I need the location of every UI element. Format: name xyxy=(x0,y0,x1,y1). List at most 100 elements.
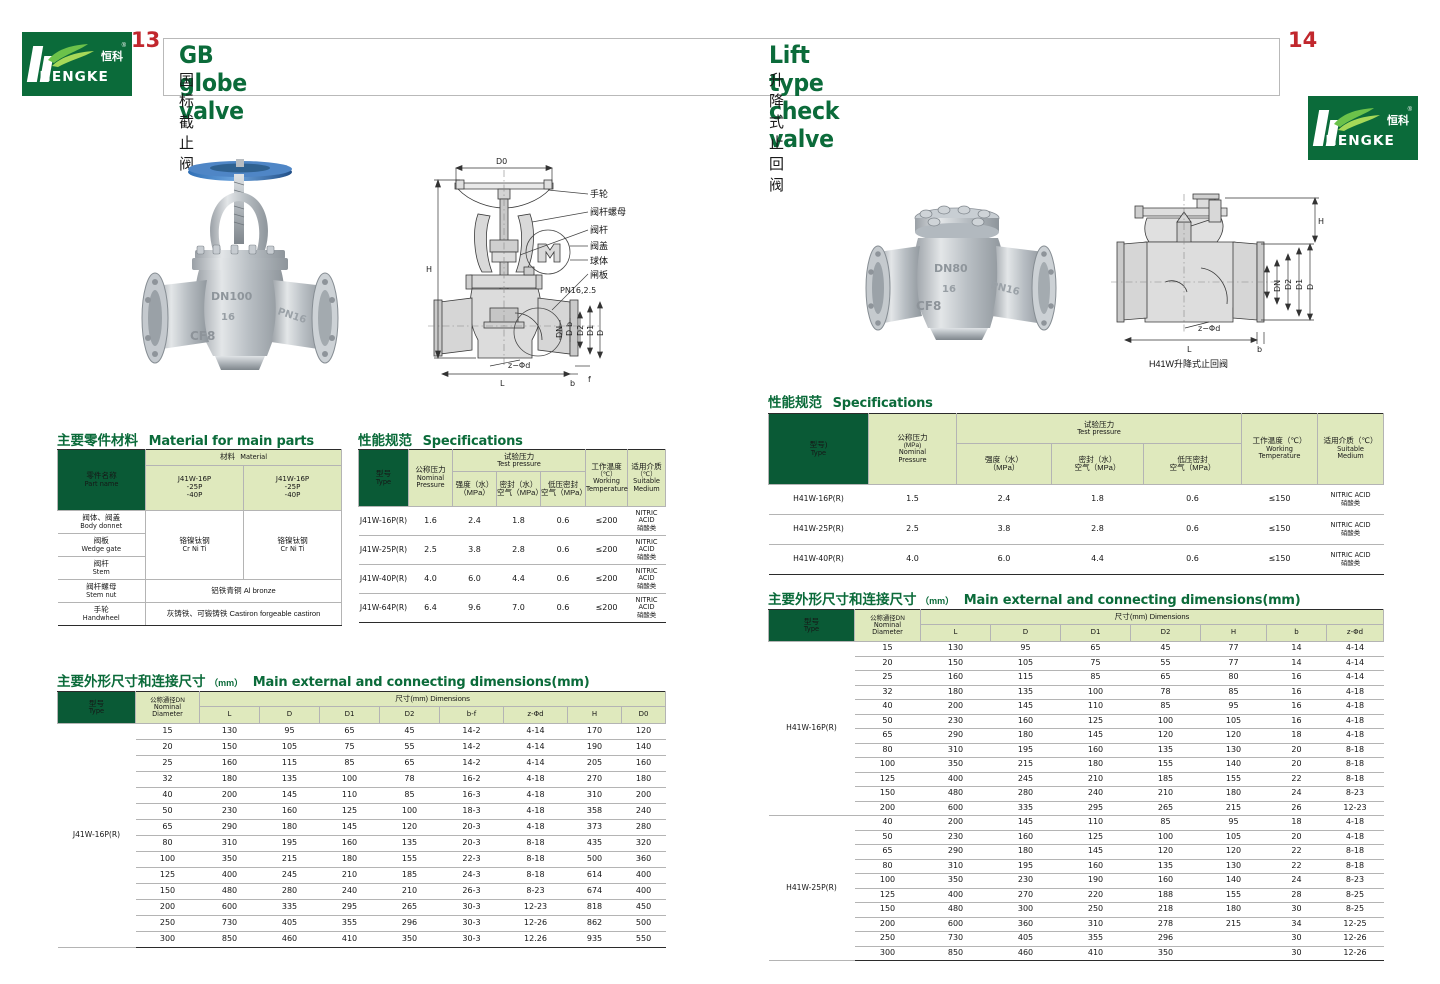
dim-value-D: 215 xyxy=(259,851,320,868)
dim-value-L: 600 xyxy=(920,800,991,816)
dim-value-D1: 355 xyxy=(1060,931,1131,947)
dim-value-D2: 45 xyxy=(1130,641,1201,657)
dim-col-header-D2: D2 xyxy=(379,706,440,724)
dim-value-z-Φd: 4-18 xyxy=(1326,713,1384,729)
dim-dn-value: 125 xyxy=(854,771,921,787)
dim-value-D0: 180 xyxy=(621,771,666,788)
dim-value-D: 360 xyxy=(990,916,1061,932)
table-row: 200 600 335 295 265 215 26 12-23 xyxy=(769,800,1384,816)
right-spec-row2-seal: 4.4 xyxy=(1051,544,1144,575)
dim-value-D1: 160 xyxy=(1060,742,1131,758)
table-row: J41W-64P(R) 6.4 9.6 7.0 0.6 ≤200 NITRIC … xyxy=(358,593,666,623)
svg-text:CF8: CF8 xyxy=(916,299,941,313)
dim-value-D1: 110 xyxy=(319,787,380,804)
dim-value-D0: 450 xyxy=(621,899,666,916)
right-spec-lowseal-cn1: 低压密封 xyxy=(1177,454,1208,464)
dim-dn-value: 20 xyxy=(854,655,921,671)
right-spec-nominal-en2: Pressure xyxy=(898,455,927,464)
right-spec-row1-type: H41W-25P(R) xyxy=(768,514,869,545)
left-spec-row0-nominal: 1.6 xyxy=(408,506,453,536)
svg-text:16: 16 xyxy=(942,284,956,295)
dim-value-b-f: 16-3 xyxy=(439,787,504,804)
dim-value-D: 180 xyxy=(990,728,1061,744)
dim-value-L: 150 xyxy=(199,739,260,756)
dim-value-H: 500 xyxy=(567,851,622,868)
dim-dn-value: 40 xyxy=(854,699,921,715)
left-spec-row2-medium-cn: 硝酸类 xyxy=(636,582,657,590)
dim-value-D0: 500 xyxy=(621,915,666,932)
left-spec-nominal-cn: 公称压力 xyxy=(415,465,446,475)
right-dim-group: 尺寸(mm) Dimensions xyxy=(920,608,1384,626)
left-spec-seal-cn1: 密封（水） xyxy=(499,479,538,489)
dim-value-L: 310 xyxy=(199,835,260,852)
left-dims-heading: 主要外形尺寸和连接尺寸 （mm） Main external and conne… xyxy=(57,670,590,690)
dim-value-D2: 55 xyxy=(379,739,440,756)
table-row: 100 350 230 190 160 140 24 8-23 xyxy=(769,873,1384,889)
dim-value-D2: 350 xyxy=(1130,945,1201,961)
right-dim-dn-en2: Diameter xyxy=(872,628,903,637)
dim-value-H: 155 xyxy=(1200,887,1267,903)
dim-H: H xyxy=(426,265,432,274)
right-spec-temp-en1: Working xyxy=(1266,444,1293,453)
dim-value-z-Φd: 8-25 xyxy=(1326,902,1384,918)
page-title-left-en: GB globe valve xyxy=(179,41,247,125)
left-spec-temp-unit: （℃） xyxy=(596,471,617,479)
right-spec-test-en: Test pressure xyxy=(1077,428,1121,437)
dim-value-D1: 160 xyxy=(319,835,380,852)
right-spec-row1-nominal: 2.5 xyxy=(868,514,957,545)
dim-value-L: 310 xyxy=(920,858,991,874)
table-row: H41W-25P(R) 40 200 145 110 85 95 18 4-18 xyxy=(768,815,1384,961)
dim-value-z-Φd: 8-25 xyxy=(1326,887,1384,903)
dim-col-header-z-Φd: z-Φd xyxy=(503,706,568,724)
table-row: 25 160 115 85 65 14-2 4-14 205 160 xyxy=(58,755,666,772)
dim-value-H: 270 xyxy=(567,771,622,788)
dim-value-L: 350 xyxy=(920,873,991,889)
dim-dn-value: 50 xyxy=(135,803,200,820)
dim-value-D2: 135 xyxy=(379,835,440,852)
dim-value-H: 180 xyxy=(1200,786,1267,802)
part-2-en: Stem xyxy=(92,567,110,576)
left-spec-nominal-en2: Pressure xyxy=(416,481,445,490)
callout-ball: 球体 xyxy=(590,255,608,266)
right-spec-type-en: Type xyxy=(810,448,827,457)
dim-value-L: 230 xyxy=(199,803,260,820)
part-name-head-en: Part name xyxy=(84,479,119,488)
dim-zphid: z−Φd xyxy=(508,361,530,370)
dim-group-label: J41W-16P(R) xyxy=(57,723,136,948)
logo-wordmark-right: HENGKE xyxy=(1325,134,1395,149)
dim-dn-value: 32 xyxy=(135,771,200,788)
dim-value-D: 405 xyxy=(259,915,320,932)
dim-value-D1: 355 xyxy=(319,915,380,932)
left-spec-test-cn: 试验压力 xyxy=(503,451,535,461)
pn-note: PN16,2.5 xyxy=(560,286,596,295)
dim-value-D2: 135 xyxy=(1130,858,1201,874)
dim-value-D0: 140 xyxy=(621,739,666,756)
left-spec-row2-lowseal: 0.6 xyxy=(540,564,586,594)
table-row: 150 480 280 240 210 180 24 8-23 xyxy=(769,786,1384,802)
right-dimensions-table: 型号 Type 公称通径DN Nominal Diameter 尺寸(mm) D… xyxy=(768,608,1384,961)
right-spec-nominal-en1: Nominal xyxy=(898,448,927,457)
dim-value-z-Φd: 8-23 xyxy=(1326,873,1384,889)
logo-wordmark: HENGKE xyxy=(39,70,109,85)
dim-value-b-f: 18-3 xyxy=(439,803,504,820)
left-spec-row2-nominal: 4.0 xyxy=(408,564,453,594)
dim-value-D2: 100 xyxy=(379,803,440,820)
right-spec-row0-lowseal: 0.6 xyxy=(1143,484,1242,515)
dim-value-z-Φd: 8-18 xyxy=(1326,742,1384,758)
dim-value-L: 230 xyxy=(920,713,991,729)
table-row: 125 400 245 210 185 24-3 8-18 614 400 xyxy=(58,867,666,884)
dim-value-D: 115 xyxy=(259,755,320,772)
left-dim-type-en: Type xyxy=(88,707,105,716)
table-row: H41W-40P(R) 4.0 6.0 4.4 0.6 ≤150 NITRIC … xyxy=(768,544,1384,575)
dim-dn-value: 25 xyxy=(135,755,200,772)
right-dim-type-en: Type xyxy=(803,625,820,634)
left-spec-row3-lowseal: 0.6 xyxy=(540,593,586,623)
dim-value-D0: 240 xyxy=(621,803,666,820)
dim-col-header-D0: D0 xyxy=(620,706,667,724)
dim-value-L: 180 xyxy=(920,684,991,700)
dim-D1-right: D1 xyxy=(1295,279,1304,290)
left-spec-row1-seal: 2.8 xyxy=(496,535,541,565)
dim-value-b: 24 xyxy=(1266,873,1327,889)
right-spec-row1-seal: 2.8 xyxy=(1051,514,1144,545)
dim-col-header-D: D xyxy=(990,624,1061,642)
